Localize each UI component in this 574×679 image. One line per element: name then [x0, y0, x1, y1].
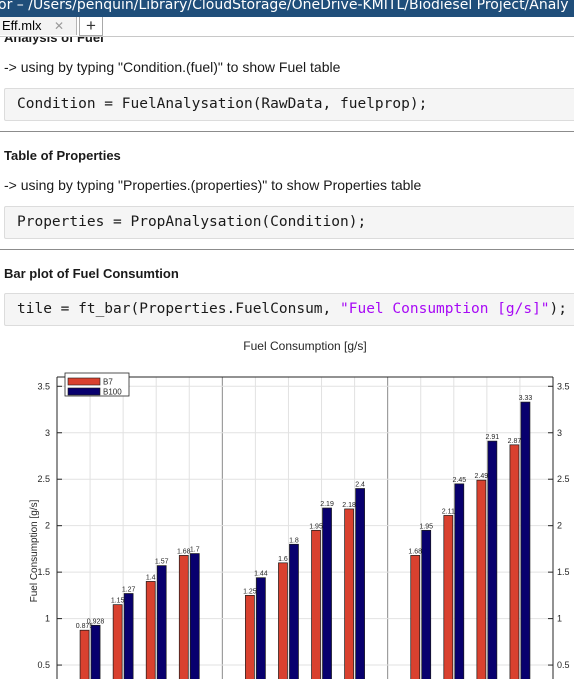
section-note-properties: -> using by typing "Properties.(properti… — [4, 177, 421, 193]
y-tick-label-right: 1.5 — [557, 567, 570, 577]
data-label: 2.49 — [475, 473, 489, 480]
bar-b100 — [521, 402, 530, 679]
bar-b100 — [455, 484, 464, 679]
bar-b100 — [289, 544, 298, 679]
bar-b7 — [179, 555, 188, 679]
code-prefix: tile = ft_bar(Properties.FuelConsum, — [17, 301, 340, 317]
chart-title: Fuel Consumption [g/s] — [243, 339, 366, 353]
y-tick-label: 2.5 — [37, 474, 50, 484]
tab-bar: Eff.mlx ✕ + — [0, 17, 574, 37]
legend-label-b7: B7 — [103, 378, 113, 387]
data-label: 1.68 — [408, 548, 422, 555]
data-label: 1.25 — [243, 588, 257, 595]
bar-b7 — [80, 630, 89, 679]
bar-b100 — [157, 566, 166, 679]
data-label: 1.57 — [155, 559, 169, 566]
data-label: 1.4 — [146, 574, 156, 581]
section-divider — [0, 131, 574, 132]
data-label: 1.95 — [419, 523, 433, 530]
data-label: 2.91 — [486, 434, 500, 441]
bar-b7 — [345, 509, 354, 679]
bar-b100 — [256, 578, 265, 679]
data-label: 1.7 — [190, 547, 200, 554]
code-line: tile = ft_bar(Properties.FuelConsum, "Fu… — [17, 294, 567, 325]
window-title-bar: or – /Users/penquin/Library/CloudStorage… — [0, 0, 574, 17]
bar-b7 — [477, 480, 486, 679]
bar-b7 — [411, 555, 420, 679]
code-block-condition[interactable]: Condition = FuelAnalysation(RawData, fue… — [4, 88, 574, 121]
y-tick-label-right: 2 — [557, 521, 562, 531]
y-tick-label-right: 0.5 — [557, 660, 570, 670]
legend-swatch-b7 — [68, 378, 100, 385]
bar-b7 — [510, 445, 519, 679]
y-axis-label: Fuel Consumption [g/s] — [29, 499, 40, 602]
y-tick-label: 3.5 — [37, 381, 50, 391]
code-block-properties[interactable]: Properties = PropAnalysation(Condition); — [4, 206, 574, 239]
y-tick-label: 1 — [45, 614, 50, 624]
legend-swatch-b100 — [68, 388, 100, 395]
data-label: 1.6 — [278, 556, 288, 563]
section-divider — [0, 249, 574, 250]
data-label: 1.27 — [122, 587, 136, 594]
y-tick-label: 3 — [45, 428, 50, 438]
section-heading-properties: Table of Properties — [4, 148, 121, 163]
section-note-analysis: -> using by typing "Condition.(fuel)" to… — [4, 59, 340, 75]
y-tick-label-right: 1 — [557, 614, 562, 624]
bar-b100 — [356, 489, 365, 679]
data-label: 2.18 — [342, 502, 356, 509]
y-tick-label-right: 3.5 — [557, 381, 570, 391]
y-tick-label: 2 — [45, 521, 50, 531]
y-tick-label-right: 2.5 — [557, 474, 570, 484]
tab-eff-mlx[interactable]: Eff.mlx ✕ — [0, 17, 77, 35]
section-heading-analysis: Analysis of Fuel — [4, 37, 104, 45]
bar-b7 — [245, 595, 254, 679]
bar-b100 — [323, 508, 332, 679]
bar-b7 — [444, 515, 453, 679]
data-label: 2.87 — [508, 438, 522, 445]
data-label: 2.19 — [320, 501, 334, 508]
data-label: 1.68 — [177, 548, 191, 555]
legend-label-b100: B100 — [103, 388, 122, 397]
live-script-content: Analysis of Fuel -> using by typing "Con… — [0, 37, 574, 679]
bar-b100 — [422, 530, 431, 679]
bar-b100 — [124, 594, 133, 679]
data-label: 2.45 — [452, 477, 466, 484]
add-tab-button[interactable]: + — [79, 17, 103, 36]
code-line: Condition = FuelAnalysation(RawData, fue… — [17, 89, 427, 120]
y-tick-label: 0.5 — [37, 660, 50, 670]
code-suffix: ); — [550, 301, 567, 317]
bar-b100 — [488, 441, 497, 679]
data-label: 1.44 — [254, 571, 268, 578]
bar-b100 — [190, 554, 199, 679]
data-label: 0.928 — [87, 618, 105, 625]
data-label: 1.95 — [309, 523, 323, 530]
bar-b7 — [278, 563, 287, 679]
section-heading-bar-plot: Bar plot of Fuel Consumtion — [4, 266, 179, 281]
y-tick-label-right: 3 — [557, 428, 562, 438]
window-title: or – /Users/penquin/Library/CloudStorage… — [0, 0, 568, 14]
code-string-literal: "Fuel Consumption [g/s]" — [340, 301, 550, 317]
code-block-ft-bar[interactable]: tile = ft_bar(Properties.FuelConsum, "Fu… — [4, 293, 574, 326]
data-label: 2.4 — [355, 482, 365, 489]
data-label: 2.11 — [442, 508, 455, 515]
bar-b7 — [312, 530, 321, 679]
bar-b7 — [146, 581, 155, 679]
data-label: 1.15 — [111, 598, 125, 605]
fuel-consumption-chart[interactable]: Fuel Consumption [g/s]0.5 0.51 11.5 1.52 22.… — [0, 333, 574, 679]
close-icon[interactable]: ✕ — [54, 17, 64, 35]
data-label: 3.33 — [519, 395, 533, 402]
tab-label: Eff.mlx — [2, 17, 42, 35]
bar-b100 — [91, 625, 100, 679]
code-line: Properties = PropAnalysation(Condition); — [17, 207, 366, 238]
bar-b7 — [113, 605, 122, 679]
data-label: 1.8 — [289, 537, 299, 544]
